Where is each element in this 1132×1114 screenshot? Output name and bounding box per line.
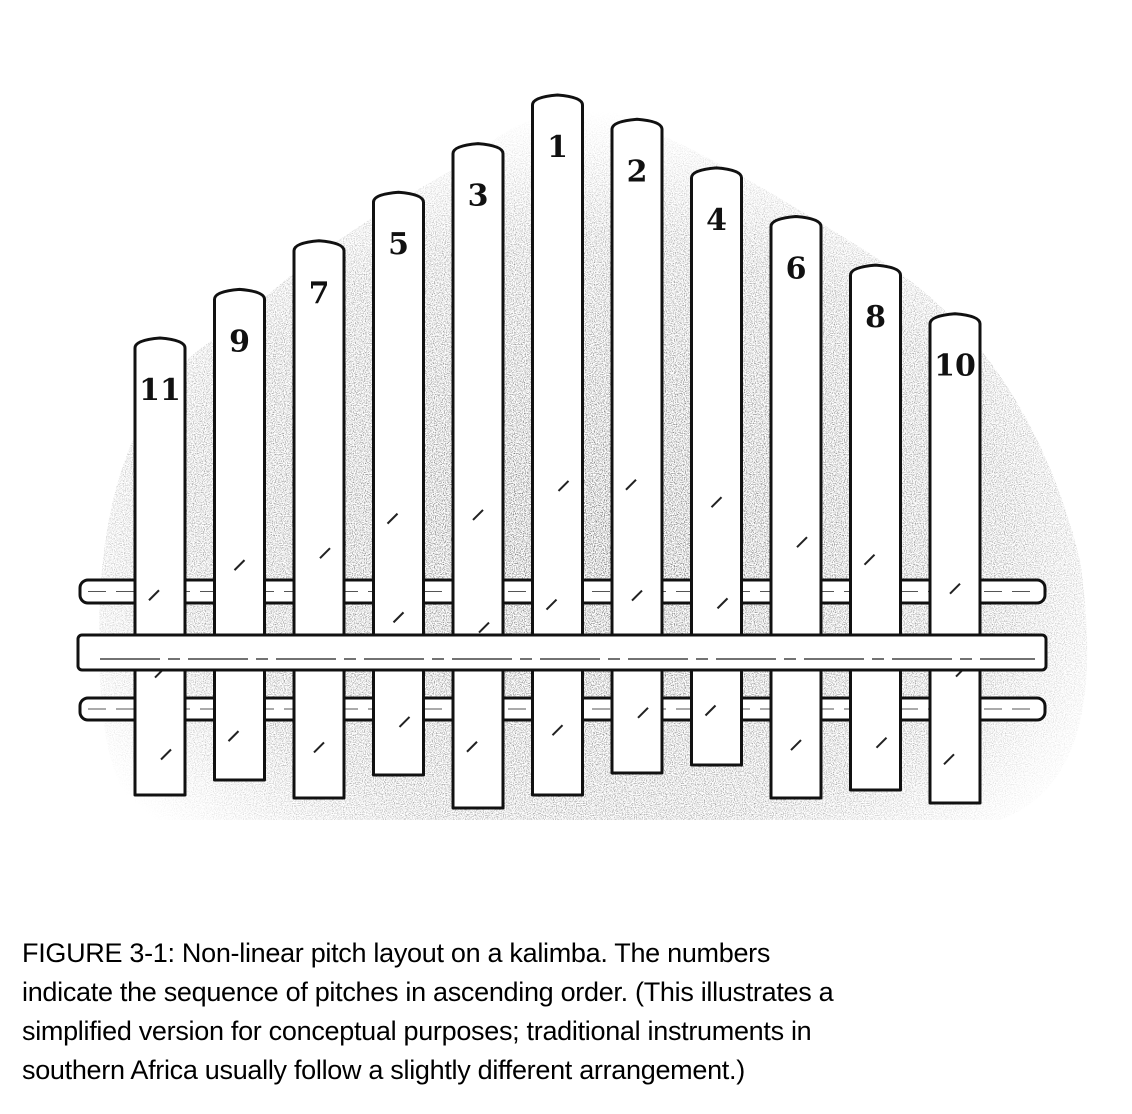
tine-number-1: 1: [547, 130, 568, 165]
tine-7: [292, 239, 346, 800]
tine-1: [531, 93, 584, 797]
shade-mark: [949, 583, 961, 595]
shade-mark: [710, 496, 723, 508]
tine-6: [769, 215, 823, 800]
tine-number-4: 4: [706, 203, 727, 238]
tine-number-3: 3: [468, 179, 489, 214]
shade-mark: [148, 589, 160, 601]
caption-line: indicate the sequence of pitches in asce…: [22, 977, 834, 1007]
shade-mark: [392, 611, 405, 624]
tine-10: [928, 312, 982, 805]
shade-mark: [313, 741, 325, 754]
tine-8: [849, 263, 902, 792]
shade-mark: [716, 597, 729, 610]
tine-4: [690, 166, 743, 767]
shade-mark: [875, 737, 888, 749]
shade-mark: [625, 479, 637, 491]
tine-number-5: 5: [388, 227, 409, 262]
tine-number-7: 7: [309, 276, 330, 311]
tine-number-9: 9: [229, 324, 250, 359]
tine-number-8: 8: [865, 300, 886, 335]
tines: [133, 93, 982, 810]
tine-11: [133, 336, 187, 797]
shade-mark: [545, 598, 558, 611]
shade-mark: [943, 753, 955, 765]
shade-mark: [796, 536, 808, 548]
shade-mark: [551, 724, 564, 736]
caption-line: simplified version for conceptual purpos…: [22, 1016, 812, 1046]
tine-2: [610, 117, 664, 775]
shade-mark: [790, 739, 802, 751]
shade-mark: [233, 559, 246, 571]
shade-mark: [704, 704, 717, 717]
tine-3: [451, 142, 505, 810]
kalimba-drawing: 11 9 7 5 3 1 2 4 6 8 10: [76, 93, 1088, 821]
tine-number-2: 2: [627, 154, 648, 189]
shade-mark: [319, 547, 331, 559]
caption-line: FIGURE 3-1: Non-linear pitch layout on a…: [22, 938, 771, 968]
tine-labels: 11 9 7 5 3 1 2 4 6 8 10: [139, 130, 976, 408]
tine-number-6: 6: [786, 252, 807, 287]
shade-mark: [637, 707, 649, 719]
shade-mark: [386, 512, 399, 525]
shade-mark: [478, 621, 490, 634]
shade-mark: [227, 730, 240, 742]
shade-mark: [472, 509, 484, 521]
tine-number-11: 11: [139, 373, 181, 408]
shade-mark: [466, 741, 478, 753]
shade-mark: [631, 589, 643, 602]
shade-mark: [863, 553, 876, 566]
tine-number-10: 10: [934, 349, 976, 384]
tine-9: [213, 287, 266, 782]
tine-5: [372, 190, 425, 777]
figure-caption: FIGURE 3-1: Non-linear pitch layout on a…: [22, 934, 1072, 1090]
shade-mark: [398, 716, 411, 728]
shade-mark: [160, 748, 172, 761]
shade-mark: [557, 480, 570, 492]
caption-line: southern Africa usually follow a slightl…: [22, 1055, 745, 1085]
kalimba-illustration: 11 9 7 5 3 1 2 4 6 8 10: [76, 93, 1088, 821]
front-bar: [76, 633, 1048, 672]
bridge-bar-front: [76, 633, 1048, 672]
